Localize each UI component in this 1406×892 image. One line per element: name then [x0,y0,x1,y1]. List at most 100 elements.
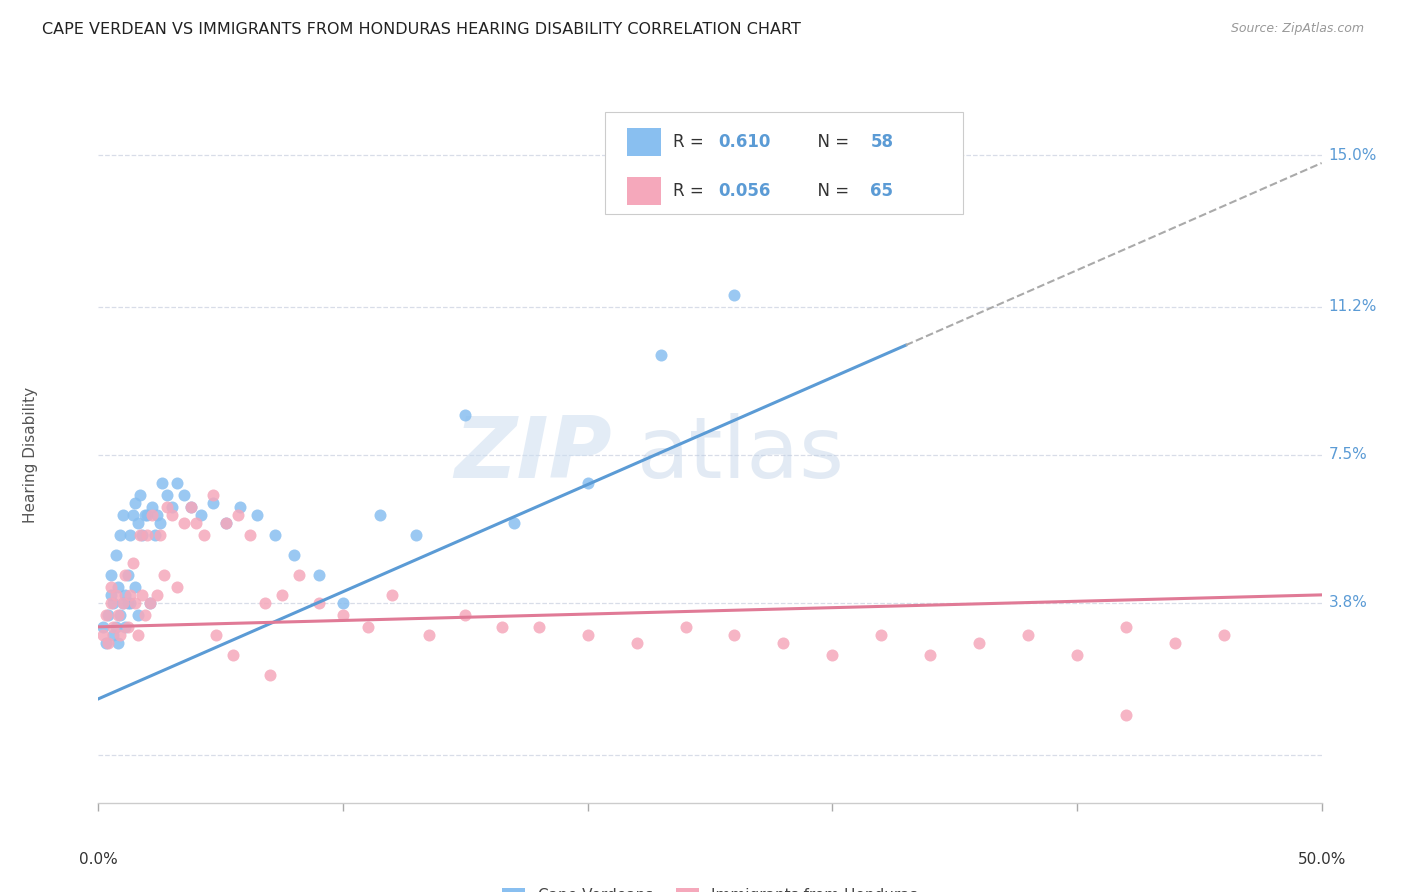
Legend: Cape Verdeans, Immigrants from Honduras: Cape Verdeans, Immigrants from Honduras [495,880,925,892]
Point [136,508,159,522]
Point [101,628,124,642]
Point [131,588,153,602]
Text: 11.2%: 11.2% [1329,300,1376,315]
Point [117,567,139,582]
Point [124,496,146,510]
Point [111,508,134,522]
Point [124,580,146,594]
Point [94,636,117,650]
Point [131,528,153,542]
Point [626,636,648,650]
Point [156,500,179,514]
Point [104,548,127,562]
Point [114,588,136,602]
Point [111,596,134,610]
Point [146,588,169,602]
Point [134,508,156,522]
Point [870,196,893,211]
Point [381,588,404,602]
Point [332,596,354,610]
Point [100,596,122,610]
Text: ZIP: ZIP [454,413,612,497]
Point [205,628,228,642]
Point [120,588,142,602]
Point [139,596,162,610]
Point [107,580,129,594]
Point [1017,628,1039,642]
Point [121,556,143,570]
Text: 50.0%: 50.0% [1298,852,1346,867]
Point [675,620,697,634]
Point [110,628,132,642]
Point [107,636,129,650]
Text: N =: N = [807,133,855,151]
Point [180,500,202,514]
Point [186,516,208,530]
Point [110,528,132,542]
Point [222,648,245,662]
Point [239,528,262,542]
Text: 3.8%: 3.8% [1329,595,1368,610]
Point [160,500,183,514]
Point [259,668,281,682]
Point [503,516,526,530]
Text: R =: R = [673,133,710,151]
Point [270,588,294,602]
Point [129,528,152,542]
Point [1115,620,1137,634]
Point [127,607,149,622]
Point [101,596,124,610]
Point [117,596,139,610]
Point [160,508,183,522]
Point [190,508,212,522]
Text: CAPE VERDEAN VS IMMIGRANTS FROM HONDURAS HEARING DISABILITY CORRELATION CHART: CAPE VERDEAN VS IMMIGRANTS FROM HONDURAS… [42,22,801,37]
Point [146,508,169,522]
Point [156,488,179,502]
Point [129,488,152,502]
Point [576,475,599,490]
Point [527,620,550,634]
Point [226,508,249,522]
Point [202,496,225,510]
Point [127,516,149,530]
Point [405,528,427,542]
Point [120,528,142,542]
Point [153,567,176,582]
Text: Source: ZipAtlas.com: Source: ZipAtlas.com [1230,22,1364,36]
Point [214,516,236,530]
Point [772,636,794,650]
Point [202,488,225,502]
Point [246,508,269,522]
Point [97,607,120,622]
Point [253,596,276,610]
Point [454,408,477,422]
Point [141,500,163,514]
Point [967,636,990,650]
Point [821,648,844,662]
Point [920,648,942,662]
Text: Hearing Disability: Hearing Disability [24,387,38,523]
Point [166,580,188,594]
Point [283,548,305,562]
Point [100,588,122,602]
Text: atlas: atlas [637,413,845,497]
Point [263,528,285,542]
Text: 58: 58 [870,133,893,151]
Point [356,620,378,634]
Text: 7.5%: 7.5% [1329,448,1368,462]
Point [149,528,172,542]
Point [723,628,745,642]
Point [1115,707,1137,722]
Point [97,636,120,650]
Point [229,500,252,514]
Point [1066,648,1088,662]
Point [180,500,202,514]
Point [288,567,311,582]
Text: 0.610: 0.610 [718,133,770,151]
Point [141,508,163,522]
Point [308,567,330,582]
Point [134,607,156,622]
Text: 65: 65 [870,182,893,200]
Point [104,620,127,634]
Point [150,475,173,490]
